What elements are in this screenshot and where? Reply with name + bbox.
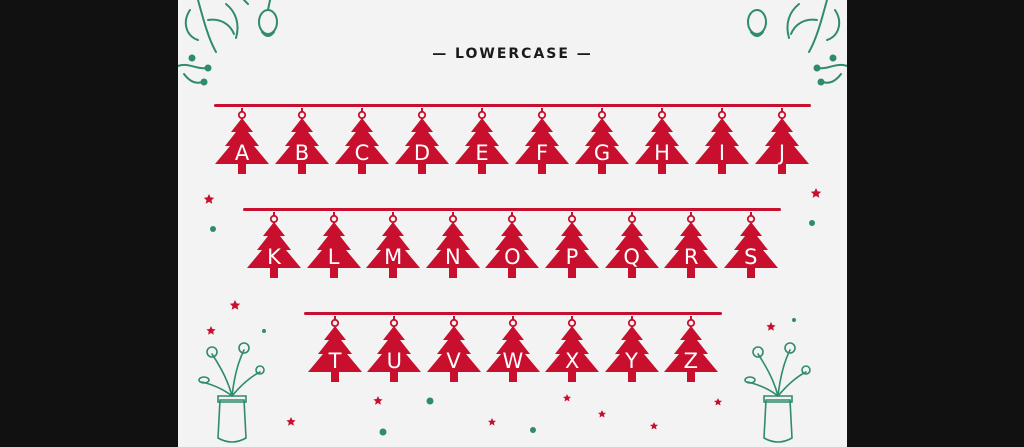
dot-icon [262, 329, 266, 333]
dot-icon [809, 220, 815, 226]
christmas-tree-icon: P [545, 212, 599, 278]
star-icon [203, 194, 215, 204]
christmas-tree-icon: D [395, 108, 449, 174]
christmas-tree-icon: B [275, 108, 329, 174]
christmas-tree-icon: N [425, 212, 480, 278]
glyph-letter: T [328, 349, 342, 373]
font-preview-card: — LOWERCASE — [178, 0, 847, 447]
christmas-tree-icon: Y [604, 316, 659, 382]
star-icon [206, 326, 216, 335]
christmas-tree-icon: O [485, 212, 540, 278]
christmas-tree-icon: G [575, 108, 629, 174]
decorations [178, 0, 847, 443]
star-icon [650, 422, 658, 430]
floral-corner-icon [178, 0, 278, 86]
glyph-letter: D [413, 141, 431, 165]
star-icon [286, 417, 296, 426]
dot-icon [210, 226, 216, 232]
christmas-tree-icon: J [755, 108, 809, 174]
glyph-letter: U [386, 349, 402, 373]
christmas-tree-icon: I [695, 108, 749, 174]
star-icon [598, 410, 606, 418]
christmas-tree-icon: S [723, 212, 778, 278]
christmas-tree-icon: Z [663, 316, 718, 382]
glyph-letter: I [718, 141, 726, 165]
glyph-letter: E [475, 141, 489, 165]
garland-rope [243, 208, 781, 211]
christmas-tree-icon: W [485, 316, 540, 382]
glyph-letter: V [446, 349, 461, 373]
dot-icon [530, 427, 536, 433]
christmas-tree-icon: H [635, 108, 689, 174]
glyph-letter: R [683, 245, 699, 269]
glyph-letter: N [444, 245, 461, 269]
christmas-tree-icon: V [426, 316, 481, 382]
star-icon [373, 396, 383, 405]
glyph-letter: G [593, 141, 611, 165]
glyph-letter: L [327, 245, 340, 269]
glyph-letter: F [535, 141, 549, 165]
glyph-letter: S [744, 245, 758, 269]
glyph-letter: Q [623, 245, 640, 269]
glyph-letter: B [294, 141, 310, 165]
star-icon [714, 398, 722, 406]
glyph-letter: Z [683, 349, 698, 373]
star-icon [488, 418, 496, 426]
christmas-tree-icon: Q [604, 212, 659, 278]
christmas-tree-icon: T [308, 316, 362, 382]
christmas-tree-icon: A [215, 108, 269, 174]
glyph-letter: C [354, 141, 370, 165]
star-icon [563, 394, 571, 402]
glyph-letter: J [778, 141, 786, 165]
star-icon [810, 188, 822, 198]
christmas-tree-icon: C [335, 108, 389, 174]
glyph-letter: Y [625, 349, 638, 373]
glyph-letter: K [267, 245, 281, 269]
star-icon [766, 322, 776, 331]
christmas-tree-icon: U [367, 316, 422, 382]
glyph-letter: H [654, 141, 670, 165]
garland-rope [304, 312, 722, 315]
glyph-letter: O [504, 245, 521, 269]
flower-jar-icon [744, 342, 811, 443]
glyph-letter: P [565, 245, 579, 269]
christmas-tree-icon: X [545, 316, 600, 382]
christmas-tree-icon: E [455, 108, 509, 174]
dot-icon [426, 397, 434, 405]
glyph-letter: M [384, 245, 403, 269]
garland-rope [214, 104, 811, 107]
christmas-tree-icon: K [247, 212, 301, 278]
glyph-letter: A [234, 141, 250, 165]
floral-corner-icon [747, 0, 847, 86]
christmas-tree-icon: F [515, 108, 569, 174]
dot-icon [379, 428, 387, 436]
section-heading: — LOWERCASE — [432, 46, 593, 62]
christmas-tree-icon: R [664, 212, 719, 278]
dot-icon [792, 318, 796, 322]
flower-jar-icon [198, 342, 265, 443]
christmas-tree-icon: M [366, 212, 421, 278]
glyph-letter: X [564, 349, 580, 373]
christmas-tree-icon: L [306, 212, 361, 278]
glyph-letter: W [502, 349, 524, 373]
star-icon [229, 300, 241, 310]
